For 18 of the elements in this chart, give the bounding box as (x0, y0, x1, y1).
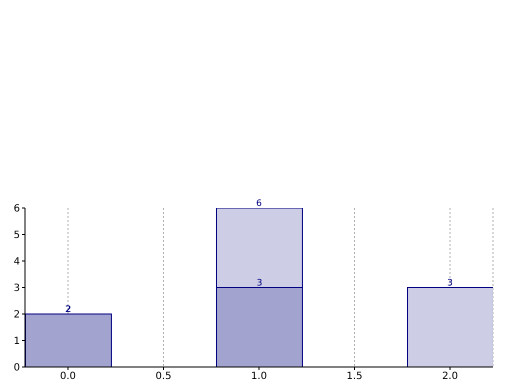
y-tick-label: 0 (14, 362, 20, 374)
y-tick-label: 5 (14, 230, 20, 242)
x-tick-label: 0.5 (156, 371, 172, 382)
bar (25, 314, 112, 367)
total-label: 3 (447, 278, 453, 288)
y-tick-label: 6 (14, 204, 20, 215)
y-tick-label: 3 (14, 283, 20, 294)
total-label: 6 (256, 199, 262, 209)
total-label: 2 (65, 305, 71, 315)
x-tick-label: 0.0 (60, 371, 76, 382)
x-tick-label: 1.0 (251, 371, 267, 382)
y-tick-label: 2 (14, 310, 20, 321)
x-tick-label: 1.5 (346, 371, 362, 382)
y-tick-label: 1 (14, 336, 20, 348)
bar (407, 287, 493, 367)
x-tick-label: 2.0 (442, 371, 458, 382)
y-tick-label: 4 (14, 256, 20, 268)
data-label: 3 (256, 278, 262, 288)
